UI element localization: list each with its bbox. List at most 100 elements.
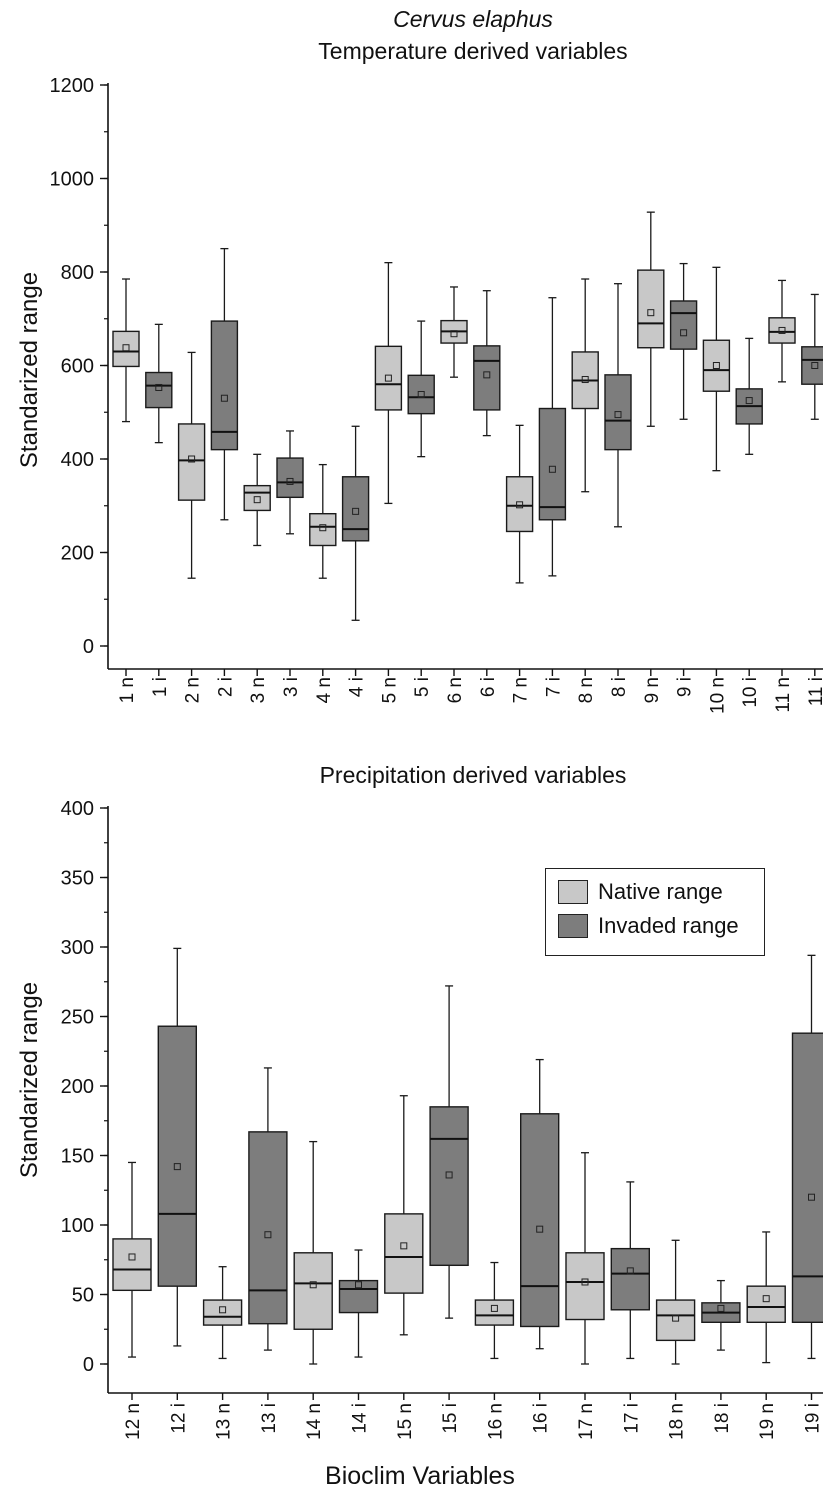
legend-item-native: Native range bbox=[558, 879, 723, 905]
mean-marker bbox=[155, 383, 163, 391]
box bbox=[538, 407, 567, 521]
x-tick-label: 9 i bbox=[675, 677, 696, 697]
x-tick-label: 6 n bbox=[445, 677, 466, 703]
y-tick-label: 1200 bbox=[50, 75, 95, 97]
mean-marker bbox=[536, 1225, 544, 1233]
legend: Native range Invaded range bbox=[545, 868, 765, 956]
x-tick-label: 16 n bbox=[485, 1403, 506, 1440]
species-title: Cervus elaphus bbox=[393, 6, 553, 32]
x-tick-label: 3 i bbox=[281, 677, 302, 697]
x-tick-label: 2 i bbox=[215, 677, 236, 697]
legend-swatch-native bbox=[558, 880, 588, 904]
mean-marker bbox=[717, 1304, 725, 1312]
y-tick-label: 1000 bbox=[50, 169, 95, 191]
box bbox=[637, 269, 665, 349]
box bbox=[768, 317, 796, 344]
mean-marker bbox=[355, 1281, 362, 1289]
box bbox=[604, 374, 632, 451]
bottom-chart-title: Precipitation derived variables bbox=[319, 762, 627, 788]
x-tick-label: 5 i bbox=[412, 677, 433, 697]
mean-marker bbox=[672, 1314, 680, 1322]
x-tick-label: 18 n bbox=[667, 1403, 688, 1440]
box bbox=[384, 1213, 424, 1294]
mean-marker bbox=[516, 501, 524, 509]
x-tick-label: 4 i bbox=[347, 677, 368, 697]
x-tick-label: 5 n bbox=[379, 677, 400, 703]
mean-marker bbox=[483, 371, 491, 379]
box bbox=[520, 1113, 560, 1328]
mean-marker bbox=[808, 1193, 815, 1201]
x-tick-label: 8 i bbox=[609, 677, 630, 697]
x-tick-label: 7 n bbox=[511, 677, 532, 703]
mean-marker bbox=[128, 1253, 136, 1261]
mean-marker bbox=[626, 1267, 634, 1275]
mean-marker bbox=[309, 1281, 317, 1289]
x-tick-label: 7 i bbox=[543, 677, 564, 697]
y-tick-label: 100 bbox=[61, 1215, 94, 1237]
mean-marker bbox=[400, 1242, 408, 1250]
x-tick-label: 16 i bbox=[531, 1403, 552, 1434]
x-tick-label: 10 n bbox=[707, 677, 728, 714]
x-tick-label: 3 n bbox=[248, 677, 269, 703]
mean-marker bbox=[811, 362, 819, 369]
x-tick-label: 8 n bbox=[576, 677, 597, 703]
x-tick-label: 14 i bbox=[350, 1403, 371, 1434]
x-tick-label: 17 i bbox=[621, 1403, 642, 1434]
mean-marker bbox=[188, 455, 196, 463]
box bbox=[293, 1252, 333, 1330]
box bbox=[338, 1279, 379, 1314]
y-tick-label: 0 bbox=[83, 636, 94, 658]
mean-marker bbox=[352, 507, 360, 515]
legend-swatch-invaded bbox=[558, 914, 588, 938]
mean-marker bbox=[762, 1295, 770, 1303]
x-axis-label: Bioclim Variables bbox=[325, 1462, 515, 1490]
mean-marker bbox=[490, 1304, 498, 1312]
x-tick-label: 17 n bbox=[576, 1403, 597, 1440]
box bbox=[505, 476, 534, 533]
mean-marker bbox=[680, 329, 688, 337]
y-tick-label: 200 bbox=[61, 543, 94, 565]
x-tick-label: 19 i bbox=[803, 1403, 823, 1434]
legend-label-invaded: Invaded range bbox=[598, 913, 739, 938]
box bbox=[276, 457, 304, 499]
box bbox=[801, 346, 823, 385]
y-tick-label: 0 bbox=[83, 1354, 94, 1376]
mean-marker bbox=[219, 1306, 227, 1314]
box bbox=[746, 1285, 786, 1324]
box bbox=[791, 1032, 823, 1324]
x-tick-label: 4 n bbox=[314, 677, 335, 703]
legend-label-native: Native range bbox=[598, 879, 723, 904]
box bbox=[243, 484, 271, 512]
y-tick-label: 300 bbox=[61, 937, 94, 959]
mean-marker bbox=[778, 326, 786, 334]
mean-marker bbox=[614, 411, 622, 419]
x-tick-label: 15 i bbox=[440, 1403, 461, 1434]
x-tick-label: 13 n bbox=[214, 1403, 235, 1440]
box bbox=[374, 345, 403, 411]
y-tick-label: 250 bbox=[61, 1007, 94, 1029]
x-tick-label: 9 n bbox=[642, 677, 663, 703]
y-tick-label: 400 bbox=[61, 449, 94, 471]
x-tick-label: 2 n bbox=[183, 677, 204, 703]
x-tick-label: 11 n bbox=[773, 677, 794, 713]
y-tick-label: 200 bbox=[61, 1076, 94, 1098]
box bbox=[610, 1247, 650, 1311]
box bbox=[248, 1131, 288, 1325]
mean-marker bbox=[220, 394, 228, 402]
box bbox=[210, 320, 239, 451]
mean-marker bbox=[548, 465, 556, 473]
x-tick-label: 13 i bbox=[259, 1403, 280, 1434]
x-tick-label: 12 n bbox=[123, 1403, 144, 1440]
box bbox=[474, 1299, 515, 1326]
box bbox=[429, 1106, 469, 1267]
y-tick-label: 800 bbox=[61, 262, 94, 284]
box bbox=[565, 1252, 605, 1321]
x-tick-label: 1 n bbox=[117, 677, 138, 703]
box bbox=[112, 1238, 152, 1292]
box bbox=[702, 339, 731, 392]
box bbox=[669, 300, 698, 350]
mean-marker bbox=[712, 362, 720, 369]
mean-marker bbox=[450, 330, 458, 338]
mean-marker bbox=[264, 1231, 272, 1239]
